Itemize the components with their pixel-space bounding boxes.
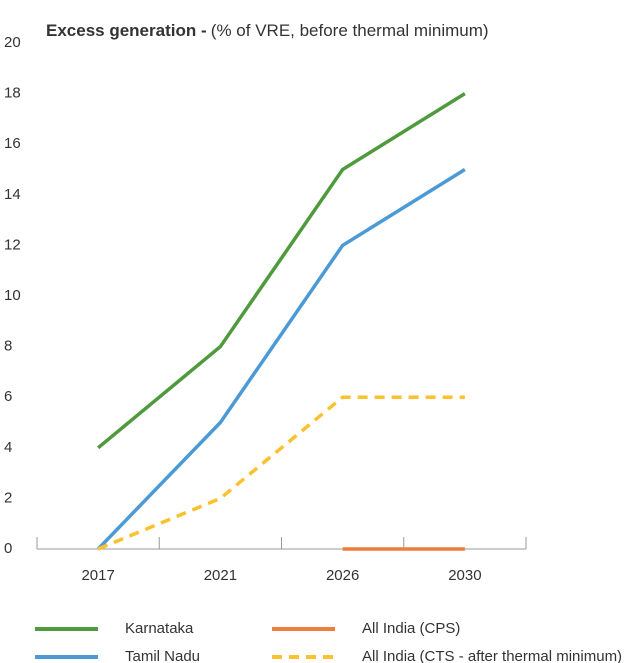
y-tick-label: 0 — [4, 540, 12, 557]
legend-label: Tamil Nadu — [125, 648, 200, 663]
subtitle: (% of VRE, before thermal minimum) — [211, 21, 489, 40]
y-tick-label: 20 — [4, 34, 21, 51]
series-line — [96, 168, 466, 551]
y-tick-label: 10 — [4, 287, 21, 304]
series-line — [97, 92, 466, 450]
y-tick-label: 4 — [4, 439, 12, 456]
legend-label: Karnataka — [125, 620, 194, 637]
y-tick-label: 2 — [4, 489, 12, 506]
legend-label: All India (CTS - after thermal minimum) — [362, 648, 622, 663]
chart-title: Excess generation - (% of VRE, before th… — [46, 21, 489, 40]
series-line — [97, 395, 465, 551]
y-tick-label: 12 — [4, 236, 21, 253]
y-tick-label: 14 — [4, 186, 21, 203]
x-tick-label: 2030 — [448, 567, 481, 584]
y-tick-label: 18 — [4, 85, 21, 102]
title: Excess generation - — [46, 21, 207, 40]
x-tick-label: 2026 — [326, 567, 359, 584]
y-tick-label: 6 — [4, 388, 12, 405]
y-tick-label: 8 — [4, 338, 12, 355]
legend-label: All India (CPS) — [362, 620, 460, 637]
x-tick-label: 2021 — [204, 567, 237, 584]
x-tick-label: 2017 — [81, 567, 114, 584]
y-tick-label: 16 — [4, 135, 21, 152]
